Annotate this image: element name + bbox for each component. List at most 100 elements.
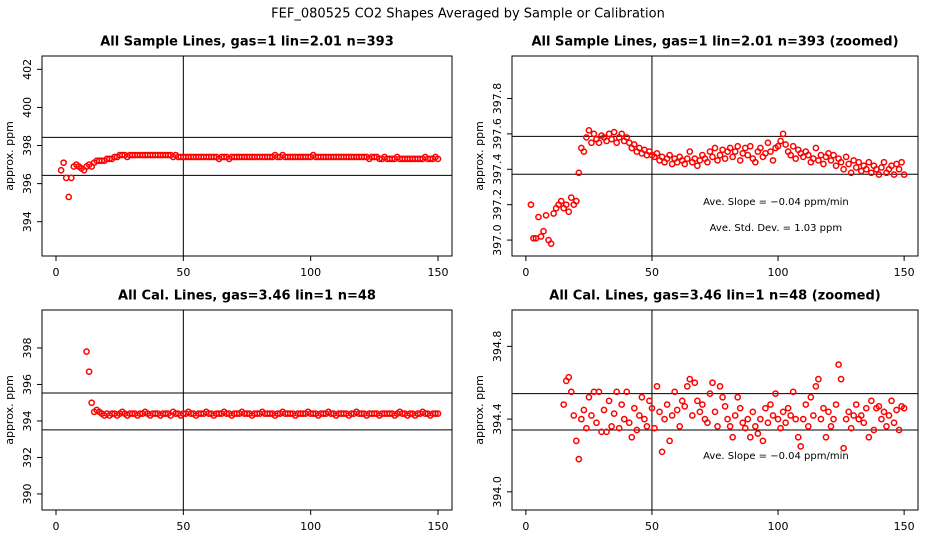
data-point [774, 415, 782, 423]
y-tick-label: 394 [21, 211, 34, 232]
data-point [686, 375, 694, 383]
figure-title: FEF_080525 CO2 Shapes Averaged by Sample… [271, 7, 665, 22]
data-point [565, 208, 573, 216]
data-point [799, 415, 807, 423]
data-point [822, 433, 830, 441]
data-point [620, 415, 628, 423]
data-point [600, 406, 608, 414]
data-point [613, 139, 621, 147]
data-point [681, 160, 689, 168]
plot-frame [41, 309, 453, 511]
data-point [638, 393, 646, 401]
data-point [595, 139, 603, 147]
data-point [736, 157, 744, 164]
data-point [850, 412, 858, 419]
data-point [693, 397, 701, 405]
data-point [653, 383, 661, 390]
data-point [820, 404, 827, 412]
x-tick-label: 150 [894, 520, 915, 533]
data-point [714, 157, 721, 164]
data-point [572, 437, 580, 445]
data-point [615, 424, 623, 432]
data-point [729, 433, 737, 441]
data-point [557, 197, 565, 205]
data-point [782, 419, 789, 427]
data-point [895, 426, 903, 434]
data-point [625, 419, 633, 427]
data-point [900, 171, 908, 178]
data-point [794, 433, 802, 441]
data-point [65, 193, 73, 201]
data-point [588, 412, 595, 419]
data-point [610, 410, 618, 417]
data-point [630, 141, 638, 148]
data-point [648, 404, 656, 412]
data-point [560, 401, 568, 408]
data-point [656, 408, 663, 416]
data-point [628, 433, 636, 441]
data-point [880, 408, 888, 416]
data-point [567, 388, 575, 396]
data-point [726, 423, 734, 430]
data-point [764, 139, 772, 147]
data-point [835, 361, 842, 368]
y-tick-label: 398 [21, 135, 34, 156]
y-tick-label: 397.4 [491, 154, 504, 186]
data-point [774, 142, 782, 150]
x-tick-label: 0 [53, 520, 60, 533]
data-point [683, 383, 691, 390]
y-tick-label: 400 [21, 97, 34, 118]
data-point [769, 157, 777, 164]
data-point [757, 415, 764, 423]
data-point [867, 397, 875, 405]
y-axis-label: approx. ppm [3, 121, 16, 191]
panel: All Cal. Lines, gas=3.46 lin=1 n=48 390 39… [3, 289, 453, 533]
data-point [676, 423, 684, 430]
y-tick-label: 397.8 [491, 83, 504, 115]
data-point [898, 158, 905, 166]
data-point [585, 126, 593, 134]
data-point [830, 151, 837, 159]
data-point [847, 424, 855, 432]
data-point [711, 408, 719, 416]
data-point [827, 423, 835, 430]
data-point [577, 415, 585, 423]
data-point [691, 379, 699, 387]
data-point [734, 393, 742, 401]
data-point [706, 390, 714, 397]
data-point [817, 415, 825, 423]
data-point [812, 383, 820, 390]
data-point [583, 134, 590, 141]
y-tick-label: 394 [21, 410, 34, 431]
data-point [815, 375, 822, 383]
data-point [590, 130, 598, 138]
data-point [804, 423, 812, 430]
data-point [575, 455, 583, 463]
data-point [900, 404, 908, 412]
data-point [731, 412, 739, 419]
data-point [878, 164, 885, 171]
y-tick-label: 394.0 [491, 476, 504, 508]
data-point [618, 401, 626, 408]
data-point [746, 142, 754, 150]
data-point [550, 210, 557, 217]
points [57, 151, 442, 201]
data-point [704, 419, 711, 427]
data-point [663, 401, 671, 408]
data-point [893, 406, 900, 414]
x-tick-label: 100 [768, 520, 789, 533]
data-point [746, 433, 754, 441]
data-point [734, 142, 742, 150]
data-point [547, 240, 555, 247]
x-tick-label: 100 [768, 266, 789, 279]
data-point [610, 128, 618, 136]
data-point [608, 135, 615, 143]
data-point [744, 151, 752, 159]
data-point [618, 130, 626, 138]
data-point [678, 397, 686, 405]
data-point [671, 388, 679, 396]
data-point [837, 158, 845, 166]
data-point [764, 419, 772, 427]
data-point [792, 155, 800, 163]
